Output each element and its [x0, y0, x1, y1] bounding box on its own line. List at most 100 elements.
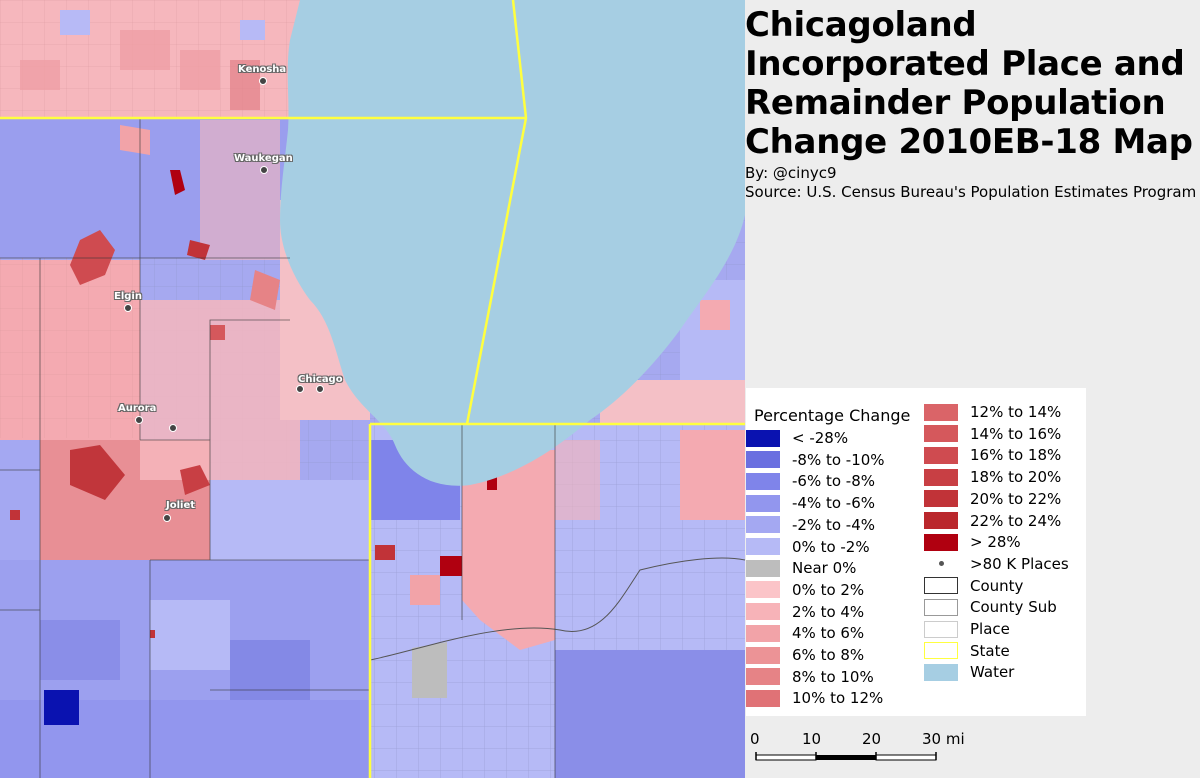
legend-item: 8% to 10% — [746, 667, 874, 687]
legend-label: 2% to 4% — [792, 602, 865, 621]
legend-label: > 28% — [970, 533, 1021, 552]
legend-swatch — [746, 668, 780, 686]
legend-label: 22% to 24% — [970, 511, 1062, 530]
legend-swatch — [746, 624, 780, 642]
byline: By: @cinyc9 — [745, 164, 837, 182]
legend-label: >80 K Places — [970, 554, 1069, 573]
legend-swatch — [924, 642, 958, 660]
legend-label: 14% to 16% — [970, 424, 1062, 443]
legend-item: -6% to -8% — [746, 471, 875, 491]
legend: Percentage Change < -28% -8% to -10% -6% t… — [746, 388, 1086, 716]
place-dot-waukegan — [260, 166, 268, 174]
legend-swatch — [746, 581, 780, 599]
legend-swatch — [924, 533, 958, 551]
legend-item: 0% to 2% — [746, 580, 864, 600]
legend-item: 0% to -2% — [746, 537, 870, 557]
legend-item: -8% to -10% — [746, 450, 885, 470]
legend-item: < -28% — [746, 428, 848, 448]
legend-item: Place — [924, 619, 1010, 639]
legend-item: 2% to 4% — [746, 602, 864, 622]
legend-swatch — [746, 429, 780, 447]
legend-label: Place — [970, 620, 1010, 638]
legend-label: 4% to 6% — [792, 624, 865, 643]
place-label-kenosha: Kenosha — [238, 64, 287, 75]
legend-label: 18% to 20% — [970, 468, 1062, 487]
place-dot-chicago — [316, 385, 324, 393]
legend-item: 12% to 14% — [924, 402, 1061, 422]
legend-swatch — [924, 490, 958, 508]
legend-item: 10% to 12% — [746, 688, 883, 708]
legend-label: -4% to -6% — [792, 494, 876, 513]
legend-label: 6% to 8% — [792, 646, 865, 664]
legend-item: Near 0% — [746, 558, 856, 578]
scale-bar: 0 10 20 30 mi — [746, 728, 1006, 778]
legend-label: 0% to -2% — [792, 537, 870, 556]
legend-swatch — [924, 446, 958, 464]
legend-label: 20% to 22% — [970, 489, 1062, 508]
place-dot-naperville — [169, 424, 177, 432]
legend-swatch — [746, 516, 780, 534]
scale-tick-10: 10 — [802, 730, 822, 748]
place-label-chicago: Chicago — [298, 374, 343, 385]
place-dot-kenosha — [259, 77, 267, 85]
source-credit: Source: U.S. Census Bureau's Population … — [745, 183, 1197, 201]
place-dot-chicago-west — [296, 385, 304, 393]
legend-title: Percentage Change — [754, 406, 911, 425]
legend-swatch — [746, 646, 780, 664]
place-dot-aurora — [135, 416, 143, 424]
legend-label: 12% to 14% — [970, 403, 1062, 421]
legend-label: State — [970, 641, 1010, 660]
title-block: Chicagoland Incorporated Place and Remai… — [745, 0, 1200, 202]
map-canvas[interactable]: Kenosha Waukegan Elgin Chicago Aurora Jo… — [0, 0, 745, 778]
legend-item: 6% to 8% — [746, 645, 864, 665]
place-label-joliet: Joliet — [166, 500, 196, 511]
map-svg — [0, 0, 745, 778]
legend-label: 10% to 12% — [792, 689, 884, 708]
legend-item: Water — [924, 662, 1014, 682]
legend-label: -2% to -4% — [792, 515, 876, 534]
legend-swatch — [924, 663, 958, 681]
legend-item: -4% to -6% — [746, 493, 875, 513]
legend-label: Near 0% — [792, 559, 857, 578]
legend-label: County — [970, 576, 1024, 595]
legend-label: Water — [970, 663, 1015, 682]
legend-swatch — [746, 494, 780, 512]
legend-item: 22% to 24% — [924, 511, 1061, 531]
legend-item: 18% to 20% — [924, 467, 1061, 487]
legend-swatch — [924, 425, 958, 443]
legend-swatch — [924, 598, 958, 616]
legend-swatch — [746, 472, 780, 490]
legend-swatch — [746, 451, 780, 469]
legend-swatch — [746, 559, 780, 577]
legend-item: 20% to 22% — [924, 489, 1061, 509]
legend-label: -6% to -8% — [792, 472, 876, 491]
place-label-elgin: Elgin — [114, 291, 142, 302]
map-title: Chicagoland Incorporated Place and Remai… — [745, 5, 1193, 162]
scale-bar-graphic — [755, 752, 937, 761]
lake-michigan — [280, 0, 745, 486]
legend-swatch — [924, 403, 958, 421]
legend-item: 16% to 18% — [924, 445, 1061, 465]
legend-item: -2% to -4% — [746, 515, 875, 535]
strong-decline-tile — [44, 690, 79, 725]
legend-swatch — [924, 512, 958, 529]
legend-label: 0% to 2% — [792, 580, 865, 599]
legend-swatch — [746, 538, 780, 555]
legend-swatch — [924, 555, 958, 572]
legend-swatch — [746, 603, 780, 621]
legend-item: > 28% — [924, 532, 1021, 552]
legend-label: < -28% — [792, 429, 849, 447]
legend-item: County — [924, 576, 1023, 596]
scale-tick-20: 20 — [862, 730, 882, 748]
scale-tick-0: 0 — [750, 730, 760, 748]
place-dot-elgin — [124, 304, 132, 312]
legend-swatch — [924, 620, 958, 638]
legend-swatch — [924, 468, 958, 486]
legend-item: State — [924, 641, 1010, 661]
scale-end-label: 30 mi — [922, 730, 965, 748]
legend-label: County Sub — [970, 598, 1057, 617]
legend-item: >80 K Places — [924, 554, 1069, 574]
legend-label: -8% to -10% — [792, 450, 885, 469]
legend-item: 14% to 16% — [924, 424, 1061, 444]
legend-label: 16% to 18% — [970, 446, 1062, 465]
